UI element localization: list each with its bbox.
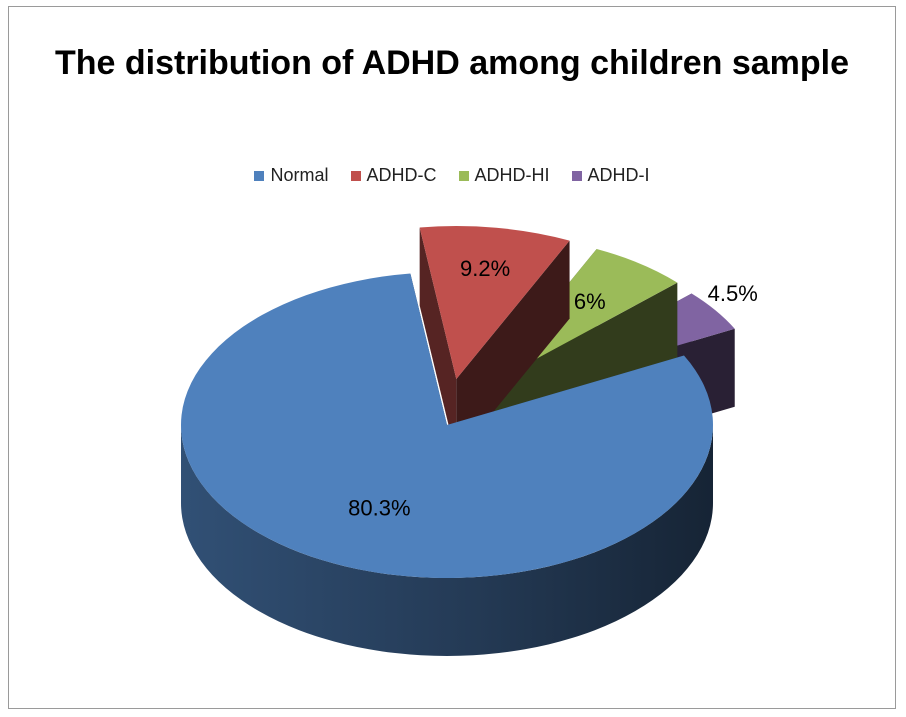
legend-label: ADHD-I (587, 165, 650, 185)
legend-item-adhd-hi: ADHD-HI (458, 165, 550, 186)
legend-swatch (571, 170, 582, 181)
slice-wall (456, 240, 570, 458)
slice-top (181, 273, 714, 578)
legend-item-normal: Normal (254, 165, 329, 186)
chart-legend: Normal ADHD-C ADHD-HI ADHD-I (9, 165, 895, 186)
legend-label: ADHD-HI (474, 165, 550, 185)
chart-title: The distribution of ADHD among children … (54, 44, 849, 82)
legend-label: ADHD-C (366, 165, 437, 185)
legend-item-adhd-c: ADHD-C (350, 165, 437, 186)
slice-side (181, 425, 713, 656)
data-label-adhd-hi: 6% (574, 289, 606, 314)
legend-swatch (350, 170, 361, 181)
legend-swatch (458, 170, 469, 181)
legend-label: Normal (270, 165, 329, 185)
pie-slice-normal (181, 273, 714, 656)
data-label-adhd-i: 4.5% (708, 281, 758, 306)
slice-wall (419, 227, 457, 458)
slice-top (419, 226, 570, 380)
legend-item-adhd-i: ADHD-I (571, 165, 650, 186)
data-label-adhd-c: 9.2% (460, 256, 510, 281)
legend-swatch (254, 170, 265, 181)
pie-slice-adhd-c (419, 226, 570, 458)
data-label-normal: 80.3% (348, 495, 410, 520)
